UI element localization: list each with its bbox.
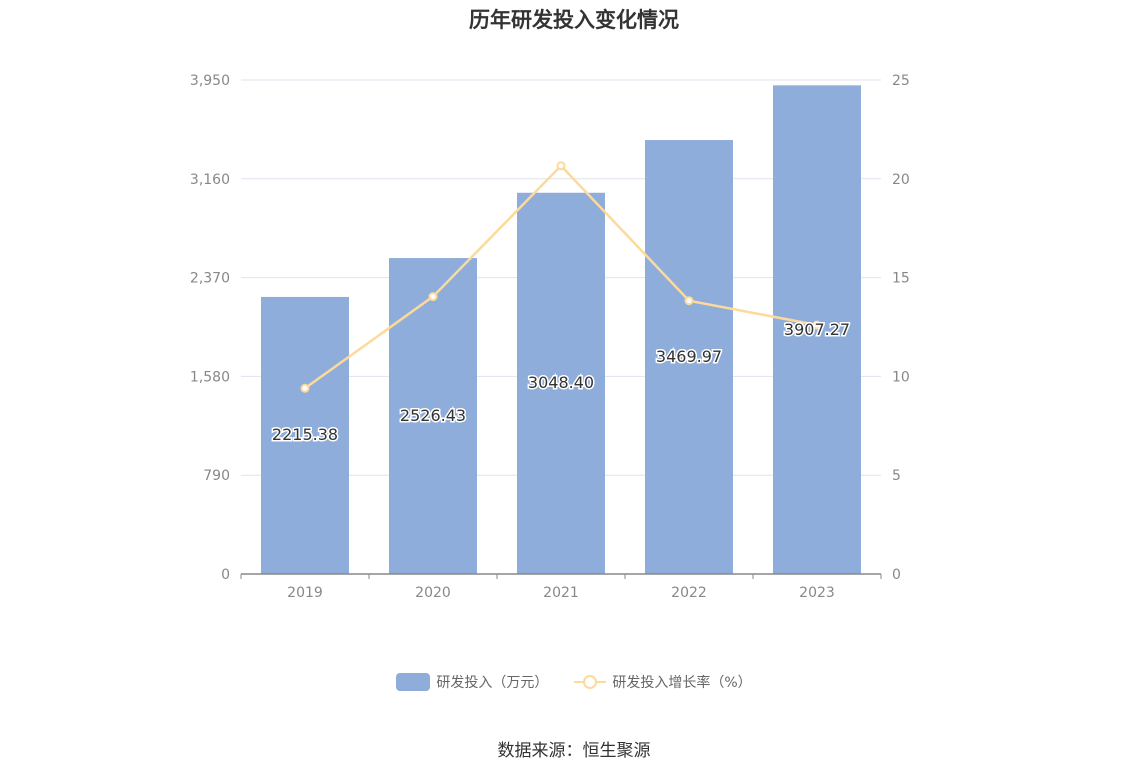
- source-note: 数据来源：恒生聚源: [497, 741, 651, 761]
- growth-point: [556, 161, 566, 171]
- legend-line-label: 研发投入增长率（%）: [612, 675, 752, 691]
- bar: [517, 192, 605, 574]
- bar-value-label: 2215.38: [272, 425, 338, 444]
- y-left-tick-label: 3,950: [190, 73, 230, 89]
- chart-title: 历年研发投入变化情况: [469, 8, 679, 32]
- legend-line-swatch: [574, 675, 607, 689]
- growth-point: [300, 383, 310, 393]
- y-left-tick-label: 790: [203, 468, 230, 484]
- bar: [261, 296, 349, 574]
- legend-bar-swatch: [396, 673, 431, 691]
- legend: 研发投入（万元） 研发投入增长率（%）: [0, 672, 1148, 692]
- growth-point: [428, 292, 438, 302]
- axes: 0 790 1,580 2,370 3,160 3,950 0 5 10 15 20 25 2019 20…: [190, 73, 910, 601]
- x-tick-label: 2023: [799, 585, 835, 601]
- bar-series: [261, 85, 861, 575]
- y-right-tick-label: 10: [892, 369, 910, 385]
- y-left-tick-label: 1,580: [190, 369, 230, 385]
- growth-point: [812, 320, 822, 330]
- bar: [773, 85, 861, 574]
- bar-value-label: 3469.97: [656, 347, 722, 366]
- data-labels: 2215.38 2526.43 3048.40 3469.97 3907.27: [270, 319, 851, 446]
- y-right-tick-label: 20: [892, 172, 910, 188]
- x-tick-label: 2022: [671, 585, 707, 601]
- legend-item-line[interactable]: 研发投入增长率（%）: [574, 672, 752, 692]
- legend-bar-label: 研发投入（万元）: [436, 675, 549, 691]
- y-right-tick-label: 25: [892, 73, 910, 89]
- x-tick-label: 2021: [543, 585, 579, 601]
- y-left-tick-label: 3,160: [190, 172, 230, 188]
- y-right-tick-label: 15: [892, 271, 910, 287]
- bar-value-label: 3048.40: [528, 373, 594, 392]
- bar: [645, 140, 733, 575]
- bar-value-label: 2526.43: [400, 406, 466, 425]
- bar: [389, 258, 477, 574]
- growth-point: [684, 296, 694, 306]
- x-tick-label: 2019: [287, 585, 323, 601]
- bar-value-label: 3907.27: [784, 320, 850, 339]
- y-right-tick-label: 0: [892, 567, 901, 583]
- y-left-tick-label: 0: [221, 567, 230, 583]
- legend-item-bar[interactable]: 研发投入（万元）: [396, 672, 548, 692]
- y-right-tick-label: 5: [892, 468, 901, 484]
- x-tick-label: 2020: [415, 585, 451, 601]
- y-left-tick-label: 2,370: [190, 271, 230, 287]
- line-series: [300, 161, 822, 393]
